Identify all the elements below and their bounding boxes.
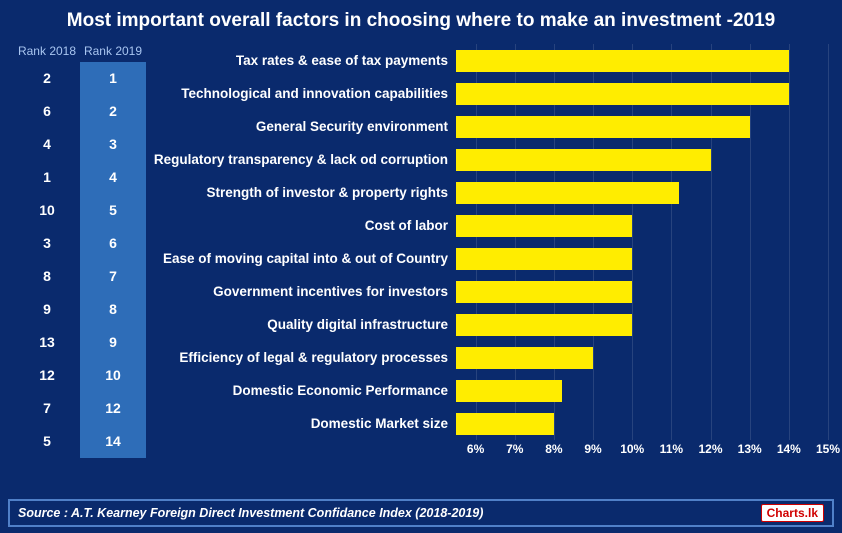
rank-2019-cell: 7 — [80, 260, 146, 293]
factor-label: Strength of investor & property rights — [152, 185, 456, 200]
chart-row: Domestic Economic Performance — [152, 374, 828, 407]
bar — [456, 314, 632, 336]
rank-2019-cell: 5 — [80, 194, 146, 227]
chart-block: Tax rates & ease of tax payments Technolo… — [152, 44, 828, 464]
bar — [456, 83, 789, 105]
rank-2018-cell: 4 — [14, 128, 80, 161]
bar-area — [456, 209, 828, 242]
chart-row: General Security environment — [152, 110, 828, 143]
bar-area — [456, 110, 828, 143]
chart-row: Regulatory transparency & lack od corrup… — [152, 143, 828, 176]
rank-2018-cell: 12 — [14, 359, 80, 392]
bar-area — [456, 77, 828, 110]
axis-tick-label: 13% — [738, 442, 762, 456]
chart-row: Government incentives for investors — [152, 275, 828, 308]
factor-label: Regulatory transparency & lack od corrup… — [152, 152, 456, 167]
bar — [456, 380, 562, 402]
factor-label: Efficiency of legal & regulatory process… — [152, 350, 456, 365]
rank-body: 264110389131275 123456789101214 — [14, 62, 146, 458]
axis-tick-label: 12% — [699, 442, 723, 456]
bar — [456, 413, 554, 435]
axis-tick-label: 14% — [777, 442, 801, 456]
rank-header-2018: Rank 2018 — [14, 44, 80, 58]
source-text: Source : A.T. Kearney Foreign Direct Inv… — [18, 506, 483, 520]
bar-area — [456, 242, 828, 275]
rank-2019-cell: 9 — [80, 326, 146, 359]
axis-tick-label: 6% — [467, 442, 484, 456]
axis-tick-label: 8% — [545, 442, 562, 456]
rank-2019-cell: 10 — [80, 359, 146, 392]
bar — [456, 116, 750, 138]
main-content: Rank 2018 Rank 2019 264110389131275 1234… — [0, 44, 842, 464]
bar-area — [456, 44, 828, 77]
rank-2019-cell: 2 — [80, 95, 146, 128]
bar-area — [456, 176, 828, 209]
factor-label: Technological and innovation capabilitie… — [152, 86, 456, 101]
bar — [456, 215, 632, 237]
axis-tick-label: 7% — [506, 442, 523, 456]
chart-row: Efficiency of legal & regulatory process… — [152, 341, 828, 374]
rank-header-2019: Rank 2019 — [80, 44, 146, 58]
rank-2018-cell: 8 — [14, 260, 80, 293]
bar — [456, 182, 679, 204]
chart-row: Cost of labor — [152, 209, 828, 242]
x-axis: 6%7%8%9%10%11%12%13%14%15% — [152, 440, 828, 464]
bar-area — [456, 407, 828, 440]
factor-label: Domestic Economic Performance — [152, 383, 456, 398]
rank-col-2018: 264110389131275 — [14, 62, 80, 458]
rank-2018-cell: 6 — [14, 95, 80, 128]
axis-tick-label: 10% — [620, 442, 644, 456]
rank-columns: Rank 2018 Rank 2019 264110389131275 1234… — [14, 44, 146, 464]
rank-2018-cell: 5 — [14, 425, 80, 458]
factor-label: Ease of moving capital into & out of Cou… — [152, 251, 456, 266]
rank-2019-cell: 8 — [80, 293, 146, 326]
rank-2019-cell: 6 — [80, 227, 146, 260]
bar-area — [456, 374, 828, 407]
rank-2018-cell: 10 — [14, 194, 80, 227]
axis-tick-label: 11% — [660, 442, 683, 456]
rank-2018-cell: 7 — [14, 392, 80, 425]
factor-label: Quality digital infrastructure — [152, 317, 456, 332]
axis-ticks: 6%7%8%9%10%11%12%13%14%15% — [456, 440, 828, 460]
chart-row: Technological and innovation capabilitie… — [152, 77, 828, 110]
bar — [456, 347, 593, 369]
rank-headers: Rank 2018 Rank 2019 — [14, 44, 146, 58]
chart-row: Strength of investor & property rights — [152, 176, 828, 209]
bar — [456, 50, 789, 72]
rank-2019-cell: 3 — [80, 128, 146, 161]
rank-2019-cell: 12 — [80, 392, 146, 425]
bar-area — [456, 308, 828, 341]
rank-2019-cell: 1 — [80, 62, 146, 95]
footer: Source : A.T. Kearney Foreign Direct Inv… — [8, 499, 834, 527]
chart-row: Domestic Market size — [152, 407, 828, 440]
factor-label: General Security environment — [152, 119, 456, 134]
axis-tick-label: 15% — [816, 442, 840, 456]
factor-label: Tax rates & ease of tax payments — [152, 53, 456, 68]
factor-label: Government incentives for investors — [152, 284, 456, 299]
rank-col-2019: 123456789101214 — [80, 62, 146, 458]
bar — [456, 149, 711, 171]
gridline — [828, 44, 829, 440]
chart-row: Ease of moving capital into & out of Cou… — [152, 242, 828, 275]
rank-2018-cell: 9 — [14, 293, 80, 326]
rank-2018-cell: 3 — [14, 227, 80, 260]
chart-title: Most important overall factors in choosi… — [0, 0, 842, 44]
rank-2018-cell: 2 — [14, 62, 80, 95]
axis-tick-label: 9% — [584, 442, 601, 456]
bar-area — [456, 275, 828, 308]
chart-row: Quality digital infrastructure — [152, 308, 828, 341]
chart-plot: Tax rates & ease of tax payments Technolo… — [152, 44, 828, 440]
bar — [456, 248, 632, 270]
bar-area — [456, 143, 828, 176]
rank-2019-cell: 4 — [80, 161, 146, 194]
chart-row: Tax rates & ease of tax payments — [152, 44, 828, 77]
logo: Charts.lk — [761, 504, 824, 522]
rank-2018-cell: 13 — [14, 326, 80, 359]
factor-label: Cost of labor — [152, 218, 456, 233]
factor-label: Domestic Market size — [152, 416, 456, 431]
bar — [456, 281, 632, 303]
rank-2019-cell: 14 — [80, 425, 146, 458]
rank-2018-cell: 1 — [14, 161, 80, 194]
bar-area — [456, 341, 828, 374]
